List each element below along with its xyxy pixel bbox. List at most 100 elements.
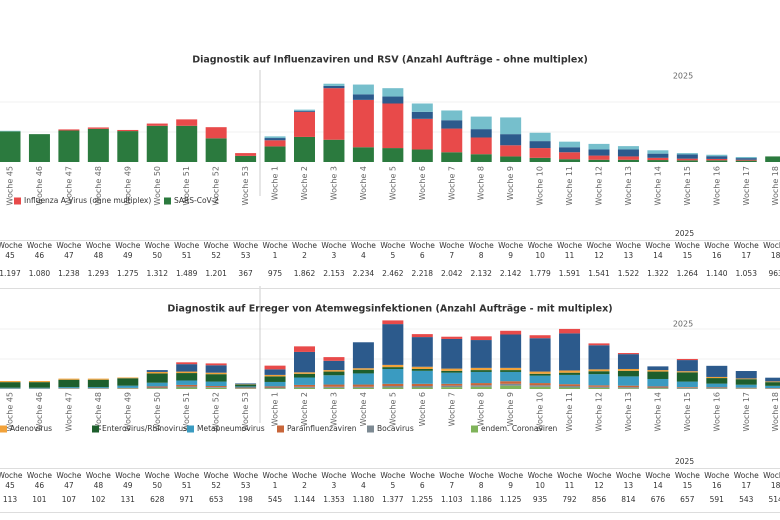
table-week: Woche 2 <box>291 471 318 490</box>
bar-segment <box>500 381 522 384</box>
bar-segment <box>352 99 374 148</box>
bar-segment <box>529 132 551 142</box>
bar-segment <box>176 125 198 162</box>
legend-label: Metapneumovirus <box>197 424 265 433</box>
bar-segment <box>264 365 286 370</box>
bar-segment <box>58 130 80 162</box>
x-tick-label: Woche 5 <box>388 392 397 426</box>
bar-segment <box>264 138 286 141</box>
x-tick-label: Woche 9 <box>506 392 515 426</box>
x-tick-label: Woche 1 <box>271 392 280 426</box>
bar-segment <box>87 128 109 162</box>
bar-segment <box>58 387 80 389</box>
table-total: 1.125 <box>499 495 522 504</box>
bar-segment <box>205 387 227 388</box>
bar-segment <box>529 375 551 384</box>
bar-segment <box>559 141 581 148</box>
x-tick-label: Woche 17 <box>742 392 751 431</box>
bar-segment <box>441 372 463 384</box>
bar-segment <box>529 383 551 386</box>
chart-title: Diagnostik auf Influenzaviren und RSV (A… <box>192 55 588 66</box>
table-total: 2.132 <box>470 269 492 278</box>
bar-segment <box>647 371 669 379</box>
table-week: Woche 46 <box>26 471 52 490</box>
bar-segment <box>205 365 227 373</box>
x-tick-label: Woche 47 <box>64 392 73 431</box>
table-week: Woche 5 <box>380 241 406 260</box>
bar-segment <box>382 367 404 369</box>
legend-label: Adenovirus <box>10 424 52 433</box>
bar-segment <box>559 374 581 385</box>
bar-segment <box>617 376 639 386</box>
table-total: 1.591 <box>558 269 581 278</box>
table-rule <box>0 288 780 289</box>
table-week: Woche 5 <box>380 471 406 490</box>
table-week: Woche 52 <box>203 471 229 490</box>
legend-swatch <box>92 425 99 433</box>
bar-segment <box>294 351 315 373</box>
bar-segment <box>588 369 610 372</box>
table-total: 1.862 <box>293 269 316 278</box>
bar-segment <box>28 382 50 388</box>
bar-segment <box>411 149 433 162</box>
table-week: Woche 3 <box>321 241 347 260</box>
table-total: 1.489 <box>175 269 198 278</box>
table-total: 1.541 <box>588 269 610 278</box>
bar-segment <box>617 159 639 162</box>
table-total: 1.353 <box>323 495 345 504</box>
bar-segment <box>176 373 198 381</box>
x-tick-label: Woche 17 <box>742 166 751 205</box>
bar-segment <box>647 160 669 162</box>
bar-segment <box>706 387 728 389</box>
bar-segment <box>0 130 21 132</box>
bar-segment <box>87 379 109 388</box>
bar-segment <box>706 365 728 377</box>
table-total: 1.140 <box>706 269 728 278</box>
bar-segment <box>28 381 50 383</box>
table-total: 1.180 <box>352 495 375 504</box>
bar-segment <box>323 357 345 361</box>
bar-segment <box>441 120 463 129</box>
table-week: Woche 50 <box>144 241 170 260</box>
bar-segment <box>529 338 551 372</box>
table-week: Woche 45 <box>0 471 23 490</box>
table-rule <box>0 512 780 513</box>
table-total: 814 <box>621 495 636 504</box>
bar-segment <box>235 384 257 387</box>
chart-title: Diagnostik auf Erreger von Atemwegsinfek… <box>167 304 612 315</box>
bar-segment <box>559 159 581 162</box>
bar-segment <box>323 83 345 86</box>
table-total: 102 <box>91 495 106 504</box>
bar-segment <box>706 154 728 157</box>
table-week: Woche 18 <box>763 241 780 260</box>
x-tick-label: Woche 5 <box>388 166 397 200</box>
bar-segment <box>176 386 198 388</box>
table-total: 514 <box>768 495 780 504</box>
bar-segment <box>382 368 404 384</box>
bar-segment <box>411 103 433 112</box>
bar-segment <box>0 131 21 162</box>
bar-segment <box>352 387 374 389</box>
table-total: 1.264 <box>676 269 699 278</box>
x-tick-label: Woche 49 <box>123 392 132 431</box>
table-week: Woche 9 <box>498 471 524 490</box>
table-week: Woche 1 <box>262 241 288 260</box>
bar-segment <box>588 343 610 346</box>
bar-segment <box>382 148 404 162</box>
x-tick-label: Woche 3 <box>329 392 338 426</box>
bar-segment <box>617 370 639 377</box>
bar-segment <box>706 383 728 388</box>
bar-segment <box>117 129 139 132</box>
bar-segment <box>0 381 21 383</box>
table-week: Woche 2 <box>291 241 318 260</box>
bar-segment <box>529 385 551 387</box>
bar-segment <box>382 364 404 368</box>
bar-segment <box>205 363 227 366</box>
table-total: 1.080 <box>28 269 51 278</box>
x-tick-label: Woche 53 <box>241 392 250 431</box>
bar-segment <box>588 143 610 150</box>
bar-segment <box>559 387 581 389</box>
bar-segment <box>176 119 198 126</box>
bar-segment <box>205 381 227 387</box>
x-tick-label: Woche 12 <box>595 392 604 431</box>
